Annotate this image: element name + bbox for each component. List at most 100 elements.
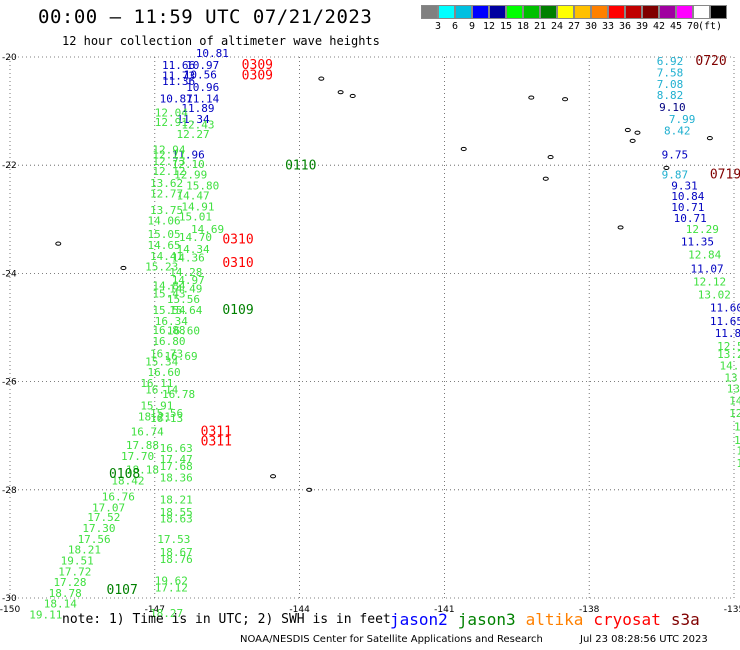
wave-height-reading: 9.31 xyxy=(671,180,698,193)
lon-tick-label: -150 xyxy=(0,605,20,615)
wave-height-reading: 14.65 xyxy=(148,239,181,252)
wave-height-reading: 18.63 xyxy=(160,512,193,525)
wave-height-reading: 18.21 xyxy=(68,544,101,557)
wave-height-reading: 13.22 xyxy=(717,348,740,361)
wave-height-reading: 16.73 xyxy=(150,347,183,360)
wave-height-reading: 19.62 xyxy=(155,574,188,587)
wave-height-reading: 18.67 xyxy=(160,546,193,559)
wave-height-reading: 10.87 xyxy=(160,92,193,105)
wave-height-reading: 17.12 xyxy=(155,582,188,595)
legend-label: (ft) xyxy=(697,21,723,32)
wave-height-reading: 13.98 xyxy=(727,382,740,395)
legend-label: 39 xyxy=(635,21,649,32)
wave-height-reading: 15.80 xyxy=(186,180,219,193)
wave-height-reading: 14.36 xyxy=(172,251,205,264)
pass-label: 0110 xyxy=(285,159,316,174)
island-outline xyxy=(547,154,554,160)
lat-tick-label: -24 xyxy=(2,269,17,279)
wave-height-reading: 16.76 xyxy=(102,491,135,504)
color-legend: 3 6 9 12 15 18 21 24 27 30 33 36 39 42 45 70 (ft) xyxy=(421,5,727,33)
legend-swatch xyxy=(693,5,710,19)
wave-height-reading: 7.58 xyxy=(657,66,684,79)
lon-tick-label: -141 xyxy=(434,605,454,615)
wave-height-reading: 12.10 xyxy=(172,158,205,171)
wave-height-reading: 13.62 xyxy=(150,177,183,190)
wave-height-reading: 15.05 xyxy=(148,228,181,241)
footer-note: note: 1) Time is in UTC; 2) SWH is in fe… xyxy=(62,612,391,627)
wave-height-reading: 17.28 xyxy=(53,576,86,589)
legend-label: 24 xyxy=(550,21,564,32)
island-outline xyxy=(562,97,569,102)
wave-height-reading: 17.70 xyxy=(121,450,154,463)
wave-height-reading: 16.34 xyxy=(155,315,188,328)
wave-height-reading: 12.12 xyxy=(152,165,185,178)
wave-height-reading: 14.28 xyxy=(169,266,202,279)
wave-height-reading: 18.55 xyxy=(160,506,193,519)
wave-height-reading: 10.71 xyxy=(671,201,704,214)
wave-height-reading: 11.88 xyxy=(715,327,740,340)
lat-tick-label: -28 xyxy=(2,486,17,496)
pass-label: 0108 xyxy=(109,467,140,482)
wave-height-reading: 12.91 xyxy=(155,116,188,129)
wave-height-reading: 7.08 xyxy=(657,78,684,91)
island-outline xyxy=(617,225,624,230)
wave-height-reading: 14.59 xyxy=(720,360,740,373)
wave-height-reading: 12.54 xyxy=(717,340,740,353)
wave-height-reading: 16.60 xyxy=(167,325,200,338)
wave-height-reading: 11.65 xyxy=(710,315,740,328)
satellite-name: jason2 xyxy=(390,610,448,629)
wave-height-reading: 14 xyxy=(736,457,740,470)
credit-line: NOAA/NESDIS Center for Satellite Applica… xyxy=(240,634,543,645)
wave-height-reading: 13.86 xyxy=(724,372,740,385)
legend-swatch xyxy=(523,5,540,19)
satellite-name: s3a xyxy=(670,610,700,629)
wave-height-reading: 10.96 xyxy=(186,81,219,94)
legend-swatch xyxy=(676,5,693,19)
timestamp: Jul 23 08:28:56 UTC 2023 xyxy=(580,634,708,645)
wave-height-reading: 16.69 xyxy=(164,350,197,363)
legend-label: 21 xyxy=(533,21,547,32)
wave-height-reading: 12.29 xyxy=(686,223,719,236)
legend-label: 45 xyxy=(669,21,683,32)
lon-tick-label: -147 xyxy=(145,605,165,615)
wave-height-reading: 7.99 xyxy=(669,113,696,126)
wave-height-reading: 16.60 xyxy=(148,366,181,379)
legend-swatch xyxy=(489,5,506,19)
wave-height-reading: 11.89 xyxy=(181,102,214,115)
island-outline xyxy=(270,474,277,479)
legend-swatch xyxy=(455,5,472,19)
island-outline xyxy=(634,130,641,135)
wave-height-reading: 11.35 xyxy=(681,235,714,248)
legend-label: 27 xyxy=(567,21,581,32)
wave-height-reading: 16.11 xyxy=(140,377,173,390)
wave-height-reading: 11.73 xyxy=(162,70,195,83)
legend-swatch xyxy=(557,5,574,19)
island-outline xyxy=(528,95,535,100)
wave-height-reading: 14.84 xyxy=(152,280,185,293)
wave-height-reading: 15.23 xyxy=(145,261,178,274)
wave-height-reading: 10.71 xyxy=(674,212,707,225)
legend-swatch xyxy=(625,5,642,19)
wave-height-reading: 12.43 xyxy=(181,118,214,131)
pass-label: 0310 xyxy=(222,233,253,248)
wave-height-reading: 16.63 xyxy=(160,442,193,455)
island-outline xyxy=(629,138,636,143)
pass-label: 0107 xyxy=(107,583,138,598)
wave-height-reading: 14.70 xyxy=(179,231,212,244)
wave-height-reading: 18.42 xyxy=(111,474,144,487)
pass-label: 0309 xyxy=(242,58,273,73)
wave-height-reading: 16.88 xyxy=(152,324,185,337)
pass-label: 0311 xyxy=(201,434,232,449)
wave-height-reading: 15 xyxy=(736,445,740,458)
satellite-legend: jason2 jason3 altika cryosat s3a xyxy=(390,610,710,629)
legend-label: 12 xyxy=(482,21,496,32)
wave-height-reading: 17.30 xyxy=(82,522,115,535)
legend-label: 42 xyxy=(652,21,666,32)
wave-height-reading: 17.68 xyxy=(160,460,193,473)
wave-height-reading: 18.76 xyxy=(160,553,193,566)
lon-tick-label: -144 xyxy=(289,605,310,615)
wave-height-reading: 11.60 xyxy=(710,301,740,314)
wave-height-reading: 15.01 xyxy=(179,210,212,223)
legend-label: 6 xyxy=(451,21,459,32)
map-subtitle: 12 hour collection of altimeter wave hei… xyxy=(62,34,380,48)
